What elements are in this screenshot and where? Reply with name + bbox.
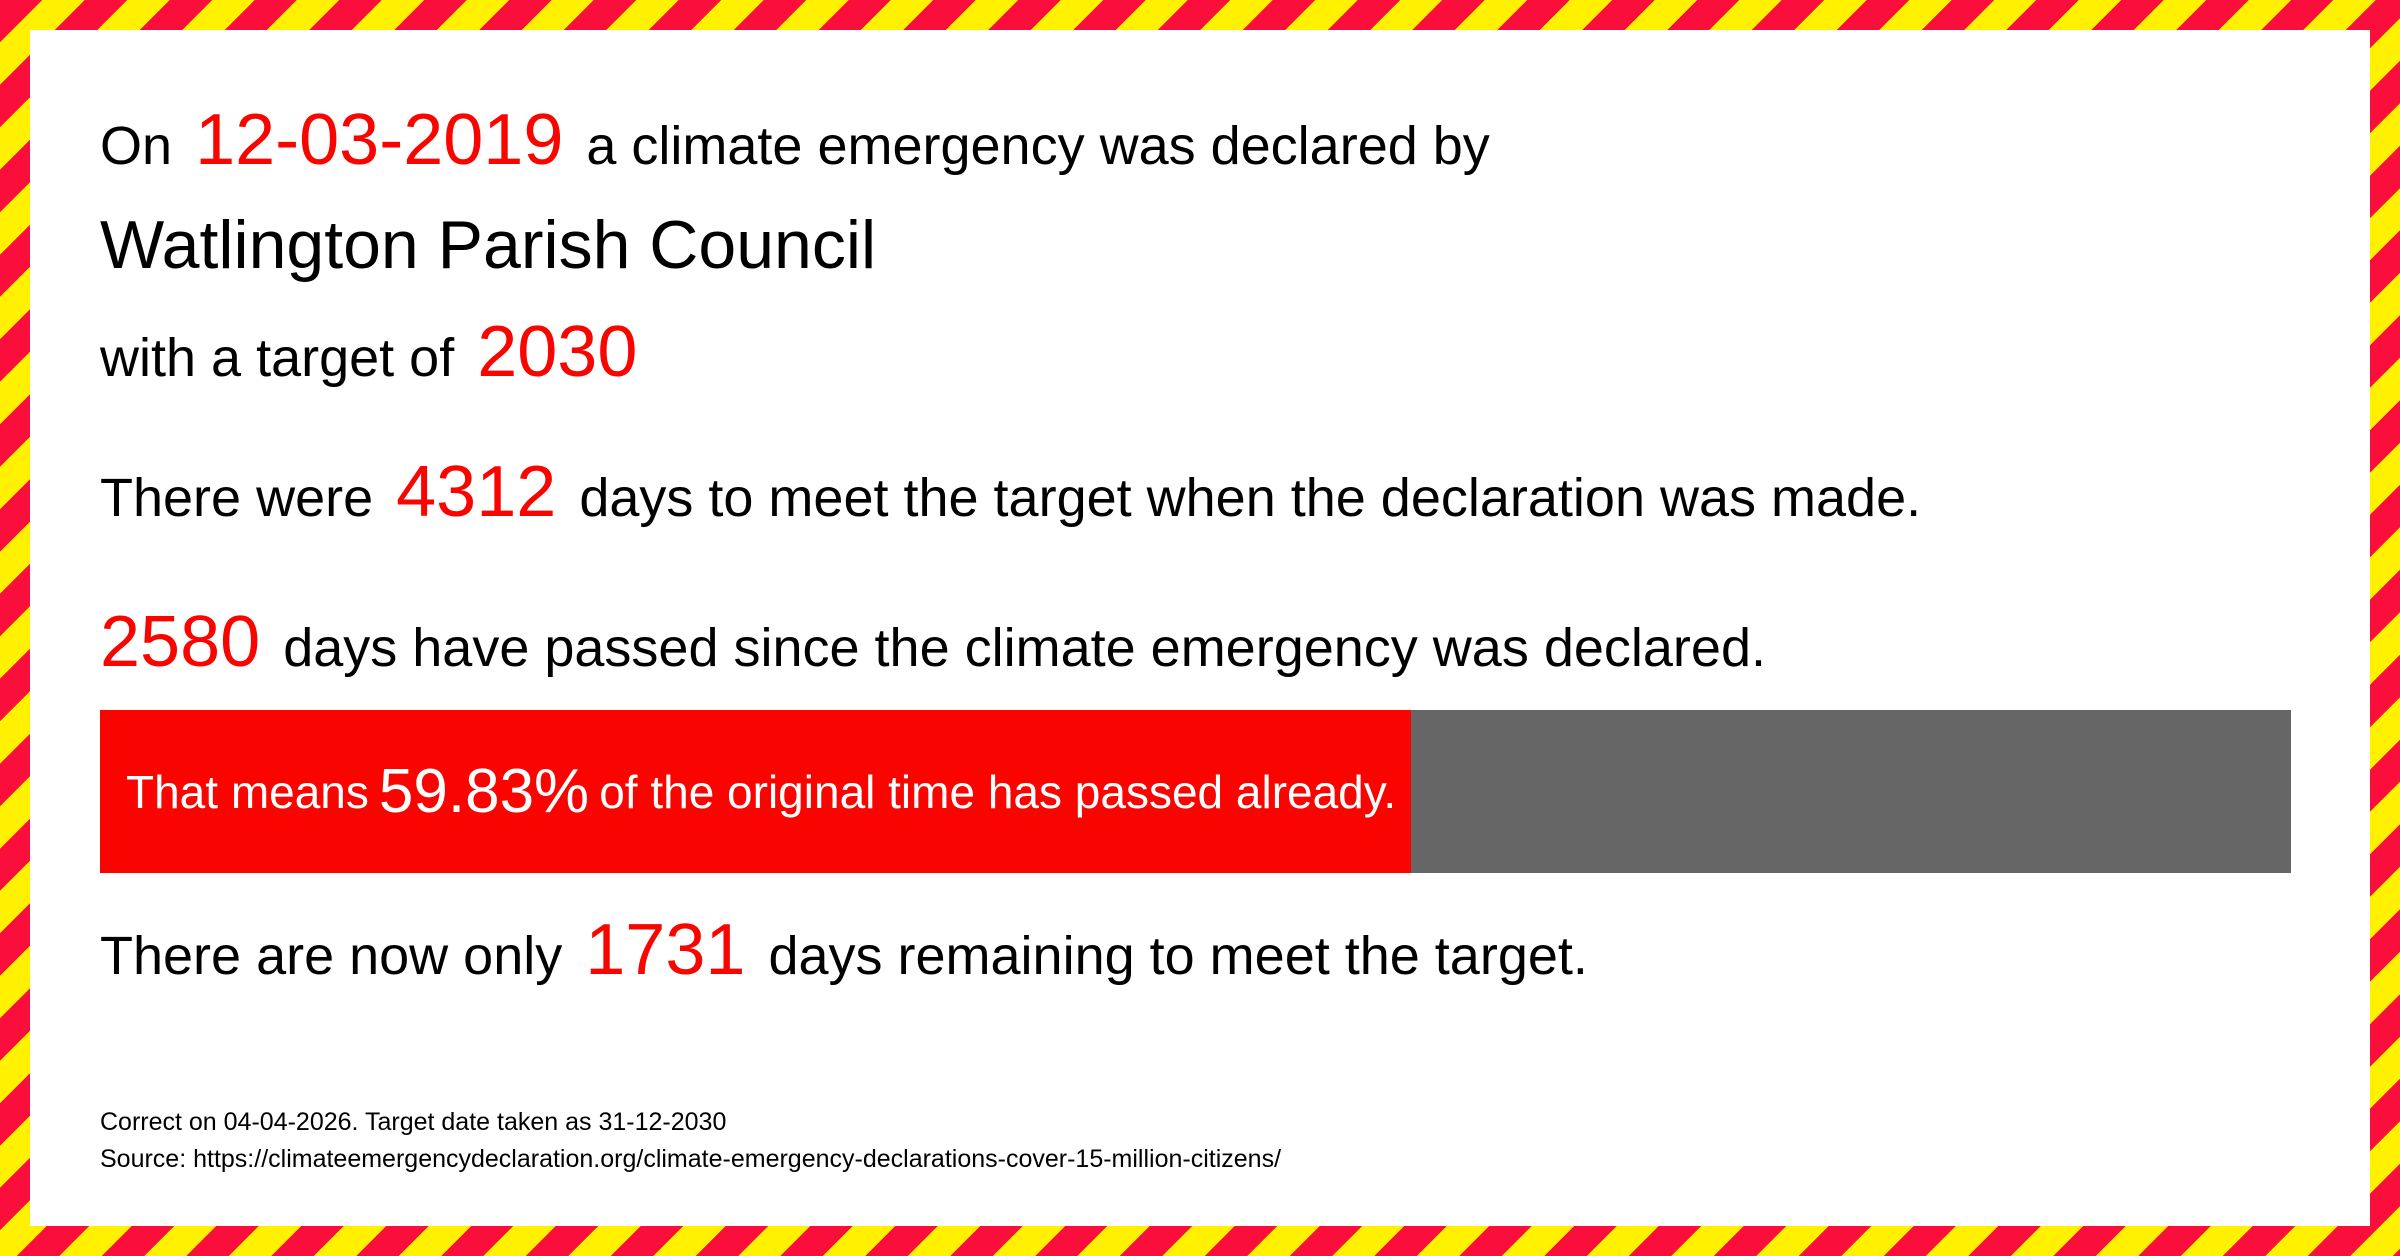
days-total-prefix: There were	[100, 468, 374, 528]
days-passed-line: 2580 days have passed since the climate …	[100, 602, 2320, 688]
council-name: Watlington Parish Council	[100, 207, 877, 283]
footer-notes: Correct on 04-04-2026. Target date taken…	[100, 1104, 1281, 1178]
days-total-value: 4312	[396, 452, 557, 532]
days-remaining-line: There are now only 1731 days remaining t…	[100, 910, 2320, 996]
days-total-line: There were 4312 days to meet the target …	[100, 452, 2320, 538]
target-year: 2030	[477, 312, 638, 392]
declaration-line: On 12-03-2019 a climate emergency was de…	[100, 100, 2320, 186]
days-total-suffix: days to meet the target when the declara…	[579, 468, 1922, 528]
progress-prefix: That means	[126, 765, 369, 818]
progress-fill	[100, 710, 1411, 873]
days-remaining-prefix: There are now only	[100, 926, 563, 986]
days-passed-suffix: days have passed since the climate emerg…	[283, 618, 1766, 678]
declaration-suffix: a climate emergency was declared by	[586, 116, 1490, 176]
target-line: with a target of 2030	[100, 312, 2320, 398]
progress-label: That means 59.83% of the original time h…	[100, 710, 2291, 873]
footer-source: Source: https://climateemergencydeclarat…	[100, 1145, 1282, 1173]
days-remaining-suffix: days remaining to meet the target.	[768, 926, 1588, 986]
progress-bar: That means 59.83% of the original time h…	[100, 710, 2291, 873]
declaration-prefix: On	[100, 116, 173, 176]
content-panel: On 12-03-2019 a climate emergency was de…	[30, 30, 2370, 1226]
target-prefix: with a target of	[100, 328, 455, 388]
progress-suffix: of the original time has passed already.	[599, 765, 1397, 818]
days-remaining-value: 1731	[585, 910, 746, 990]
progress-percent: 59.83%	[378, 757, 590, 826]
footer-correct-on: Correct on 04-04-2026. Target date taken…	[100, 1108, 727, 1136]
days-passed-value: 2580	[100, 602, 261, 682]
declaration-date: 12-03-2019	[195, 100, 564, 180]
